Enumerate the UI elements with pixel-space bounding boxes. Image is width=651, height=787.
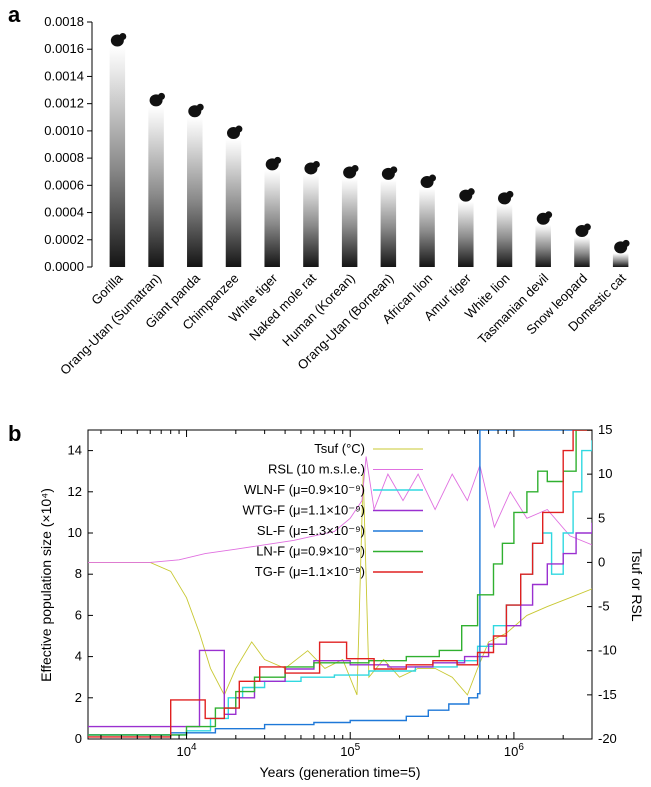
bar: [341, 178, 358, 267]
legend-label: Tsuf (°C): [314, 441, 365, 456]
y-tick-label: 12: [68, 484, 82, 499]
animal-silhouette-icon: [420, 174, 436, 189]
y-tick-label: 0.0002: [44, 232, 84, 247]
y-tick-label: 0.0006: [44, 177, 84, 192]
animal-silhouette-icon: [614, 239, 630, 254]
y-tick-label: 0.0012: [44, 96, 84, 111]
legend-label: WLN-F (μ=0.9×10⁻⁹): [244, 482, 365, 497]
animal-silhouette-icon: [343, 165, 359, 179]
bar: [109, 46, 126, 267]
animal-silhouette-icon: [497, 190, 514, 205]
bar: [574, 237, 590, 267]
y-tick-label: 0.0010: [44, 123, 84, 138]
plot-frame: [87, 429, 593, 740]
x-tick-label: 106: [504, 742, 524, 759]
animal-silhouette-icon: [110, 33, 127, 47]
y-tick-label: 0.0000: [44, 259, 84, 274]
y-tick-label: 14: [68, 443, 82, 458]
series-line-5: [88, 430, 592, 736]
bar: [612, 253, 629, 267]
bar: [458, 201, 474, 267]
series-line-6: [88, 430, 592, 738]
legend-label: LN-F (μ=0.9×10⁻⁹): [256, 544, 365, 559]
panel-a-label: a: [8, 2, 21, 27]
y-tick-label: 0.0004: [44, 205, 84, 220]
animal-silhouette-icon: [188, 103, 204, 118]
legend-label: TG-F (μ=1.1×10⁻⁹): [255, 564, 365, 579]
y2-axis-title: Tsuf or RSL: [629, 548, 645, 621]
animal-silhouette-icon: [536, 211, 553, 225]
y-tick-label: 2: [75, 690, 82, 705]
y-tick-label: 0: [75, 731, 82, 746]
bar: [535, 224, 551, 267]
series-line-1: [88, 456, 592, 563]
animal-silhouette-icon: [265, 156, 282, 171]
legend-label: WTG-F (μ=1.1×10⁻⁹): [243, 503, 366, 518]
bar-chart-panel-a: 0.0000 0.0002 0.0004 0.0006 0.0008 0.0010 0.00…: [44, 14, 630, 378]
y-tick-label: 8: [75, 566, 82, 581]
bar: [303, 174, 319, 267]
animal-silhouette-icon: [459, 188, 475, 202]
category-label: Naked mole rat: [246, 270, 319, 343]
y2-tick-label: -20: [598, 731, 617, 746]
y-tick-label: 6: [75, 607, 82, 622]
bar: [380, 179, 397, 267]
category-label: Gorilla: [88, 270, 126, 308]
series-line-0: [88, 474, 592, 696]
bar: [264, 170, 280, 267]
panel-b-label: b: [8, 421, 21, 446]
bar: [225, 139, 242, 267]
y2-tick-label: 15: [598, 422, 612, 437]
y2-tick-label: 10: [598, 466, 612, 481]
animal-silhouette-icon: [304, 160, 320, 175]
animal-silhouette-icon: [149, 92, 165, 107]
y2-tick-label: -10: [598, 643, 617, 658]
y-tick-label: 0.0018: [44, 14, 84, 29]
animal-silhouette-icon: [575, 223, 591, 238]
bar: [187, 117, 203, 268]
legend-label: SL-F (μ=1.3×10⁻⁹): [257, 523, 365, 538]
line-chart-panel-b: 0 2 4 6 8 10 12 14 -20 -15 -10 -5 0 5 10 15 104 105 106 Ts…: [38, 422, 645, 780]
legend-label: RSL (10 m.s.l.e.): [268, 462, 365, 477]
y-axis-title: Effective population size (×10⁴): [38, 488, 54, 682]
y2-tick-label: -5: [598, 599, 610, 614]
y-tick-label: 4: [75, 649, 82, 664]
series-line-4: [88, 430, 592, 736]
animal-silhouette-icon: [381, 166, 398, 180]
animal-silhouette-icon: [226, 125, 243, 140]
x-axis-title: Years (generation time=5): [260, 764, 421, 780]
y2-tick-label: 0: [598, 554, 605, 569]
bar: [496, 204, 513, 267]
y-tick-label: 0.0014: [44, 68, 84, 83]
x-tick-label: 104: [177, 742, 197, 759]
y2-tick-label: 5: [598, 510, 605, 525]
x-tick-label: 105: [340, 742, 360, 759]
y-tick-label: 10: [68, 525, 82, 540]
y-tick-label: 0.0016: [44, 41, 84, 56]
y2-tick-label: -15: [598, 687, 617, 702]
bar: [148, 106, 164, 267]
y-tick-label: 0.0008: [44, 150, 84, 165]
bar: [419, 188, 435, 267]
